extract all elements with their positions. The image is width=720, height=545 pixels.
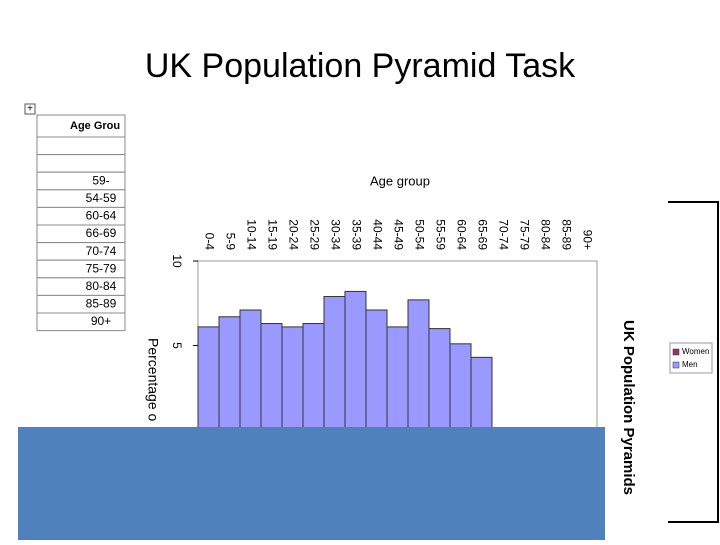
table-cell-text: 60-64 — [86, 209, 117, 223]
y-tick-label: 5 — [170, 342, 184, 349]
table-cell — [36, 171, 126, 191]
x-tick-label: 10-14 — [244, 219, 258, 250]
table-header: Age Grou — [70, 120, 120, 132]
bar — [197, 326, 220, 431]
chart-title: UK Population Pyramids — [620, 320, 637, 495]
legend-label: Men — [682, 360, 698, 369]
table-cell-text: 85-89 — [86, 297, 117, 311]
legend-items: Women Men — [672, 347, 709, 369]
bar — [323, 295, 346, 431]
x-tick-label: 80-84 — [538, 219, 552, 250]
table-cell — [36, 136, 126, 156]
bar — [407, 299, 430, 431]
bar — [386, 326, 409, 431]
bar — [302, 323, 325, 431]
legend-swatch — [672, 361, 680, 369]
x-tick-label: 70-74 — [496, 219, 510, 250]
cover-box — [18, 427, 605, 540]
expand-icon — [24, 103, 36, 115]
bracket — [668, 201, 719, 523]
bar — [470, 356, 493, 431]
bar — [449, 343, 472, 431]
x-tick-label: 25-29 — [307, 219, 321, 250]
x-tick-label: 0-4 — [202, 233, 216, 251]
x-tick-label: 40-44 — [370, 219, 384, 250]
x-tick-label: 55-59 — [433, 219, 447, 250]
x-tick-label: 65-69 — [475, 219, 489, 250]
bar — [239, 309, 262, 431]
y-tick-label: 10 — [170, 254, 184, 268]
table-cell — [36, 154, 126, 173]
bar — [281, 326, 304, 431]
x-tick-label: 15-19 — [265, 219, 279, 250]
table: Age Grou 59- 54-59 60-64 66-69 70-74 75-79 80-8… — [36, 114, 126, 332]
table-cell-text: 70-74 — [86, 244, 117, 258]
chart: 05100-45-910-1415-1920-2425-2930-3435-39… — [170, 219, 595, 433]
slide-title: UK Population Pyramid Task — [145, 47, 576, 85]
y-axis-label: Percentage o — [145, 338, 161, 421]
bar — [365, 309, 388, 431]
table-cell-text: 54-59 — [86, 191, 117, 205]
bar — [344, 290, 367, 431]
table-cell-text: 59- — [92, 173, 109, 187]
x-tick-label: 45-49 — [391, 219, 405, 250]
table-cell-text: 90+ — [91, 314, 111, 328]
expand-icon-plus: + — [27, 104, 33, 115]
x-tick-label: 5-9 — [223, 233, 237, 251]
bar — [428, 328, 451, 431]
x-tick-label: 35-39 — [349, 219, 363, 250]
table-cell-text: 75-79 — [86, 261, 117, 275]
x-tick-label: 90+ — [580, 230, 594, 250]
legend-swatch — [672, 348, 680, 356]
legend-label: Women — [682, 347, 709, 356]
x-tick-label: 50-54 — [412, 219, 426, 250]
table-cell-text: 80-84 — [86, 279, 117, 293]
bar — [218, 316, 241, 431]
x-tick-label: 60-64 — [454, 219, 468, 250]
x-tick-label: 75-79 — [517, 219, 531, 250]
x-tick-label: 85-89 — [559, 219, 573, 250]
x-axis-label: Age group — [370, 173, 430, 188]
x-tick-label: 20-24 — [286, 219, 300, 250]
x-tick-label: 30-34 — [328, 219, 342, 250]
table-cell — [36, 312, 126, 332]
table-cell-text: 66-69 — [86, 226, 117, 240]
bar — [260, 323, 283, 431]
